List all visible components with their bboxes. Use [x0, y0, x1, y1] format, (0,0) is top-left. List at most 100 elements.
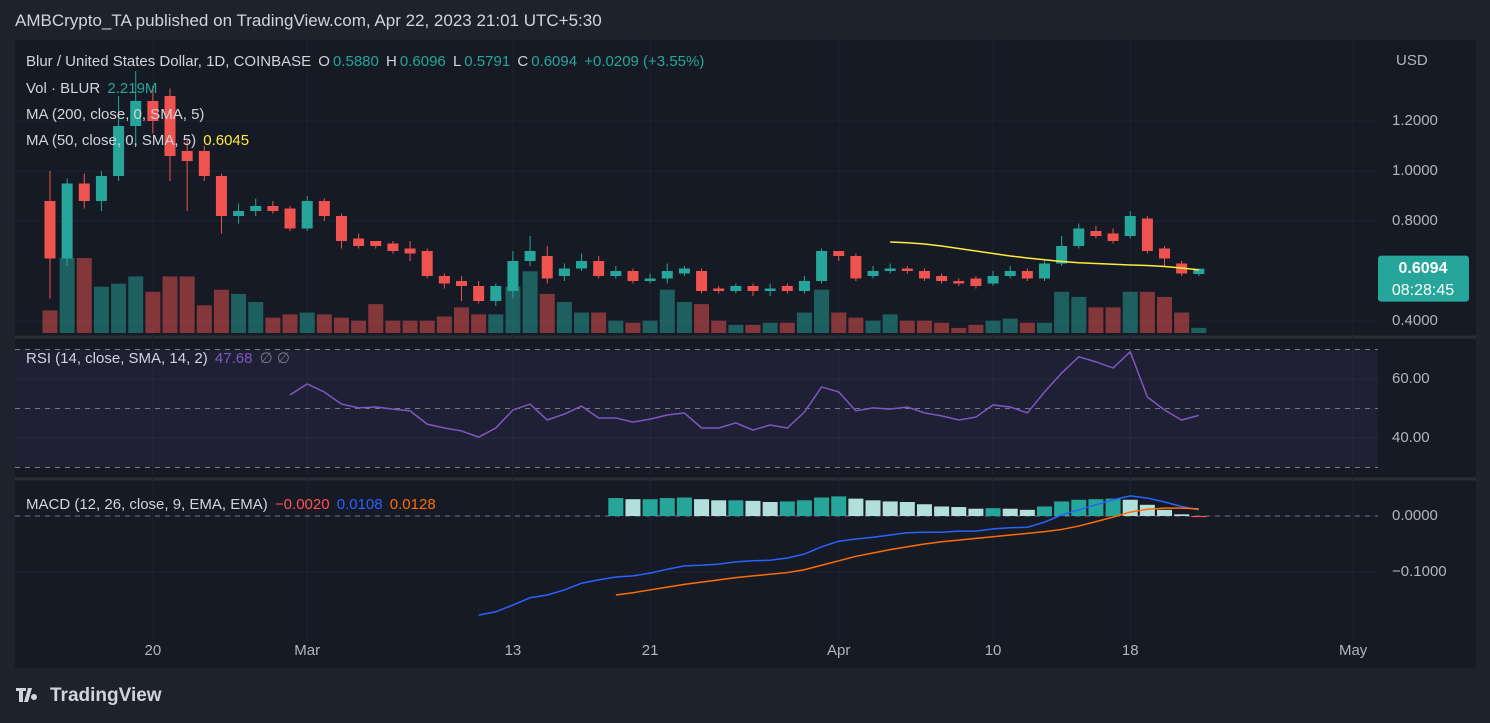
ohlc-name: C: [517, 53, 529, 70]
volume-bar: [316, 314, 332, 333]
rsi-legend: RSI (14, close, SMA, 14, 2) 47.68 ∅ ∅: [26, 349, 293, 367]
x-tick-label: May: [1339, 642, 1368, 659]
histogram-bar: [848, 498, 864, 516]
ohlc-value: 0.6094: [531, 53, 578, 70]
histogram-bar: [1157, 509, 1173, 516]
histogram-bar: [745, 500, 761, 516]
histogram-bar: [711, 500, 727, 516]
candle-body: [370, 241, 382, 246]
y-tick-label: 40.00: [1392, 429, 1430, 446]
candle-body: [1056, 246, 1068, 264]
histogram-bar: [625, 499, 641, 516]
x-tick-label: 21: [642, 642, 659, 659]
histogram-bar: [831, 496, 847, 516]
candle-body: [1141, 218, 1153, 251]
volume-bar: [779, 322, 795, 333]
candle-body: [335, 216, 347, 241]
x-tick-label: 20: [145, 642, 162, 659]
volume-bar: [1105, 307, 1121, 333]
x-tick-label: 13: [505, 642, 522, 659]
volume-bar: [556, 302, 572, 333]
candle-body: [1193, 268, 1205, 274]
histogram-bar: [916, 504, 932, 516]
ohlc-name: H: [386, 53, 397, 70]
brand: TradingView: [50, 685, 162, 706]
histogram-bar: [968, 508, 984, 516]
x-tick-label: 10: [985, 642, 1002, 659]
candle-body: [798, 281, 810, 291]
volume-bar: [694, 304, 710, 333]
y-tick-label: 0.0000: [1392, 507, 1438, 524]
volume-bar: [574, 312, 590, 333]
volume-bar: [1054, 291, 1070, 333]
ohlc-name: L: [452, 53, 462, 70]
volume-bar: [471, 314, 487, 333]
candle-body: [301, 201, 313, 229]
rsi-line: [289, 350, 1200, 438]
candle-body: [713, 288, 725, 291]
histogram-bar: [934, 506, 950, 516]
candle-body: [593, 261, 605, 276]
ma-value: 0.6045: [203, 132, 250, 149]
volume-bar: [111, 283, 127, 333]
candle-body: [318, 201, 330, 216]
histogram-bar: [1019, 509, 1035, 516]
change: +0.0209 (+3.55%): [584, 53, 705, 70]
currency: USD: [1396, 52, 1428, 69]
x-tick-label: Apr: [827, 642, 850, 659]
volume-bar: [419, 320, 435, 333]
candle-body: [1159, 248, 1171, 259]
candle-body: [113, 126, 125, 176]
y-tick-label: −0.1000: [1392, 563, 1447, 580]
ma50-legend: MA (50, close, 0, SMA, 5) 0.6045: [26, 132, 252, 149]
y-tick-label: 60.00: [1392, 370, 1430, 387]
volume-bar: [1139, 291, 1155, 333]
volume-bar: [196, 305, 212, 333]
candle-body: [627, 271, 639, 281]
rsi-extra: ∅ ∅: [259, 350, 290, 367]
volume-bar: [299, 312, 315, 333]
volume-bar: [814, 289, 830, 333]
candle-body: [438, 276, 450, 284]
volume-bar: [59, 258, 75, 333]
candle-body: [884, 268, 896, 271]
volume-bar: [76, 258, 92, 333]
y-tick-label: 1.2000: [1392, 112, 1438, 129]
volume-bar: [728, 324, 744, 333]
histogram-bar: [1002, 508, 1018, 516]
histogram-bar: [951, 507, 967, 516]
volume-bar: [179, 276, 195, 333]
ma-line: [890, 241, 1199, 271]
volume-bar: [1174, 312, 1190, 333]
volume-bar: [985, 320, 1001, 333]
y-tick-label: 0.8000: [1392, 212, 1438, 229]
ohlc-value: 0.5791: [464, 53, 511, 70]
volume-legend: Vol · BLUR 2.219M: [26, 80, 160, 97]
volume-bar: [128, 276, 144, 333]
volume-bar: [213, 289, 229, 333]
candle-body: [456, 281, 468, 286]
volume-bar: [745, 324, 761, 333]
candle-body: [524, 251, 536, 261]
ma200-legend: MA (200, close, 0, SMA, 5): [26, 106, 207, 123]
candle-body: [696, 271, 708, 291]
rsi-name: RSI (14, close, SMA, 14, 2): [26, 350, 208, 367]
candle-body: [61, 183, 73, 259]
candle-body: [215, 176, 227, 216]
volume-bar: [145, 291, 161, 333]
volume-bar: [951, 327, 967, 333]
x-tick-label: Mar: [294, 642, 320, 659]
y-tick-label: 0.4000: [1392, 312, 1438, 329]
candle-body: [867, 271, 879, 276]
candle-body: [44, 201, 56, 259]
candle-body: [95, 176, 107, 201]
volume-bar: [248, 302, 264, 333]
histogram-bar: [1071, 499, 1087, 516]
candle-body: [198, 151, 210, 176]
rsi-value: 47.68: [214, 350, 253, 367]
volume-bar: [402, 320, 418, 333]
histogram-bar: [899, 501, 915, 516]
macd-value: 0.0108: [336, 496, 383, 513]
candle-body: [747, 286, 759, 291]
